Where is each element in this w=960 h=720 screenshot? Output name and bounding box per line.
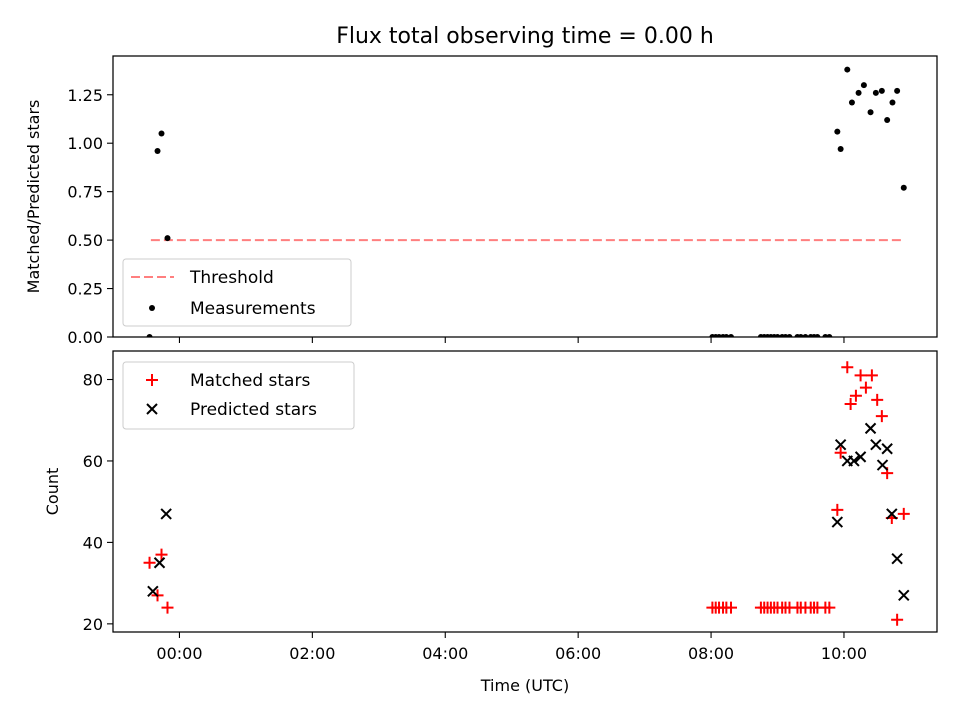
predicted-star-point: [886, 508, 898, 520]
matched-star-point: [841, 361, 854, 374]
measurement-point: [814, 334, 821, 337]
matched-star-point: [849, 389, 862, 402]
y-tick-label: 0.00: [67, 328, 103, 347]
legend-measurements-swatch: [149, 305, 155, 311]
legend-predicted-swatch: [146, 403, 158, 415]
x-axis-label: Time (UTC): [480, 676, 569, 695]
predicted-star-point: [831, 516, 844, 528]
y-tick-label: 1.00: [67, 134, 103, 153]
measurement-point: [797, 334, 804, 337]
y-tick-label: 1.25: [67, 86, 103, 105]
predicted-star-point: [881, 443, 893, 455]
matched-star-point: [161, 601, 174, 614]
x-tick-label: 04:00: [422, 644, 468, 663]
measurement-point: [154, 147, 161, 154]
measurement-point: [848, 99, 855, 106]
matched-star-point: [831, 503, 844, 516]
legend-box: [122, 258, 352, 327]
measurement-point: [826, 334, 833, 337]
predicted-star-point: [153, 557, 166, 569]
y-tick-label: 0.75: [67, 183, 103, 202]
matched-star-point: [143, 556, 156, 569]
matched-star-point: [823, 601, 836, 614]
measurement-point: [728, 334, 734, 337]
legend-matched-swatch: [146, 374, 158, 386]
x-tick-label: 08:00: [688, 644, 734, 663]
predicted-star-point: [898, 589, 910, 602]
measurement-point: [844, 66, 851, 73]
y-tick-label: 80: [83, 371, 103, 390]
matched-star-point: [891, 613, 904, 626]
y-axis-label: Count: [43, 468, 62, 516]
predicted-star-point: [160, 508, 172, 520]
measurement-point: [164, 235, 171, 242]
measurement-point: [884, 116, 891, 123]
x-tick-label: 02:00: [289, 644, 335, 663]
measurement-point: [786, 334, 793, 337]
axes-frame: [112, 350, 938, 633]
plot-area: [143, 361, 910, 626]
predicted-star-point: [891, 552, 903, 565]
predicted-star-point: [854, 451, 867, 463]
matched-star-point: [865, 369, 878, 382]
legend-matched-label: Matched stars: [190, 371, 310, 391]
measurement-point: [834, 128, 841, 135]
measurement-point: [867, 109, 874, 116]
matched-star-point: [844, 397, 857, 410]
measurement-point: [872, 89, 879, 96]
measurement-point: [802, 334, 809, 337]
matched-star-point: [854, 369, 867, 382]
measurement-point: [889, 99, 896, 106]
measurement-point: [855, 89, 862, 96]
predicted-star-point: [834, 438, 847, 451]
measurement-point: [723, 334, 730, 337]
matched-star-point: [155, 548, 168, 561]
top-panel-ratio: 0.00 0.25 0.50 0.75 1.00 1.25 Matched/Predicte…: [24, 55, 938, 347]
legend-measurements-label: Measurements: [190, 299, 316, 319]
matched-star-point: [871, 393, 884, 406]
y-tick-label: 0.25: [67, 280, 103, 299]
legend-predicted-label: Predicted stars: [190, 400, 317, 420]
chart-title: Flux total observing time = 0.00 h: [336, 24, 714, 49]
y-tick-label: 20: [83, 615, 103, 634]
predicted-star-point: [147, 585, 159, 597]
legend: Threshold Measurements: [122, 258, 352, 327]
measurement-point: [837, 146, 844, 153]
matched-star-point: [897, 507, 910, 520]
measurement-point: [158, 130, 165, 137]
y-tick-label: 0.50: [67, 231, 103, 250]
measurement-point: [894, 87, 901, 94]
axes-frame: [112, 55, 938, 338]
legend-threshold-label: Threshold: [189, 268, 274, 288]
measurement-point: [878, 87, 885, 94]
legend: Matched stars Predicted stars: [122, 361, 355, 430]
legend-box: [122, 361, 355, 430]
plot-area: [146, 66, 907, 337]
predicted-star-point: [870, 438, 882, 451]
matched-star-point: [875, 410, 888, 423]
predicted-star-point: [864, 422, 877, 435]
measurement-point: [146, 334, 153, 337]
y-tick-label: 40: [83, 533, 103, 552]
x-tick-label: 06:00: [555, 644, 601, 663]
y-axis-label: Matched/Predicted stars: [24, 100, 43, 294]
x-tick-label: 10:00: [821, 644, 867, 663]
measurement-point: [900, 184, 907, 191]
x-tick-label: 00:00: [156, 644, 202, 663]
matched-star-point: [859, 381, 872, 394]
matched-star-point: [725, 601, 737, 614]
bottom-panel-counts: 20 40 60 80 00:00 02:00 04:00 06:00 08:00 10:00 Co…: [43, 350, 938, 695]
measurement-point: [860, 82, 867, 89]
predicted-star-point: [848, 455, 860, 467]
matched-star-point: [834, 446, 847, 459]
y-tick-label: 60: [83, 452, 103, 471]
measurement-point: [774, 334, 781, 337]
predicted-star-point: [876, 459, 889, 471]
